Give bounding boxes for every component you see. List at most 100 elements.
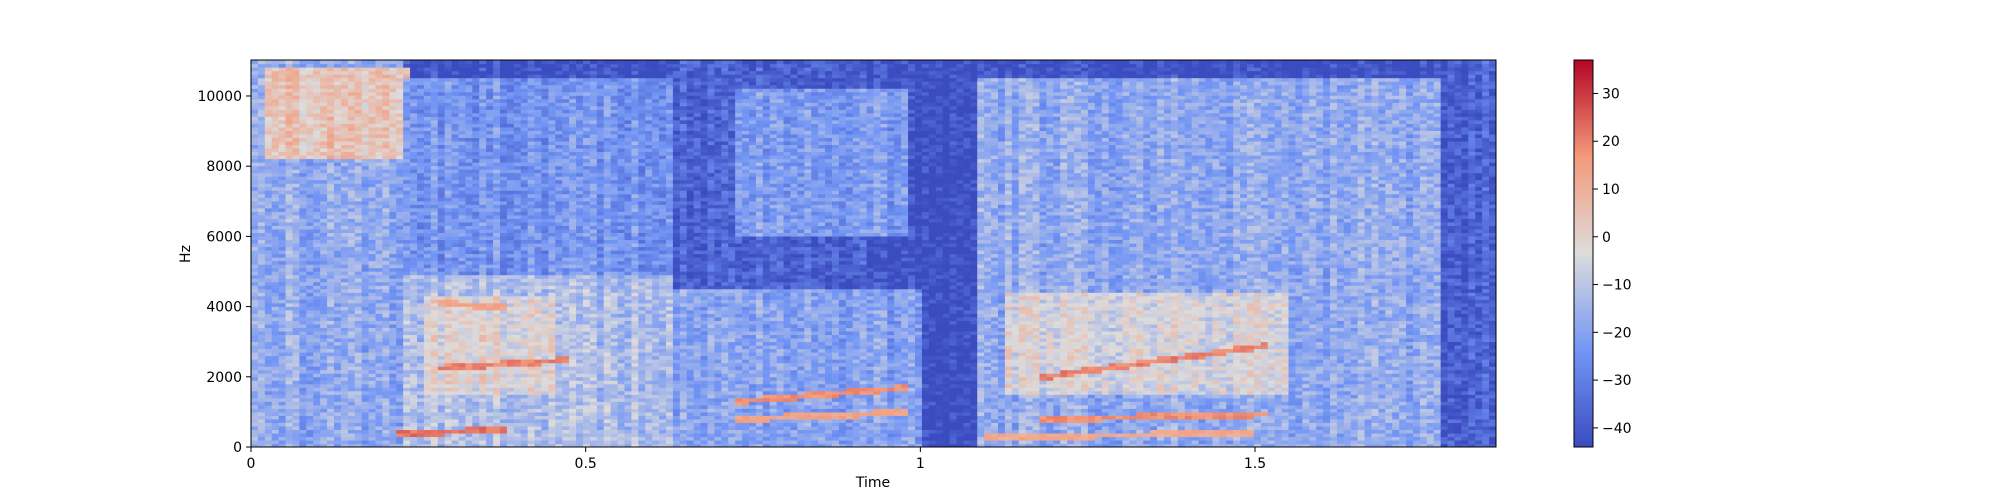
heatmap-cell <box>306 387 314 392</box>
heatmap-cell <box>500 235 508 241</box>
heatmap-cell <box>334 411 342 416</box>
heatmap-cell <box>354 334 363 339</box>
heatmap-cell <box>500 278 508 283</box>
heatmap-cell <box>479 214 487 219</box>
heatmap-cell <box>299 404 307 409</box>
heatmap-cell <box>555 137 563 142</box>
heatmap-cell <box>465 295 473 300</box>
heatmap-cell <box>354 158 363 163</box>
heatmap-cell <box>423 422 432 427</box>
heatmap-cell <box>306 366 314 371</box>
heatmap-cell <box>527 302 536 307</box>
heatmap-cell <box>410 274 418 279</box>
heatmap-cell <box>520 330 529 336</box>
heatmap-cell <box>320 172 328 177</box>
heatmap-cell <box>486 147 494 153</box>
heatmap-cell <box>520 320 529 325</box>
heatmap-cell <box>389 355 397 360</box>
heatmap-cell <box>334 285 342 290</box>
heatmap-cell <box>285 147 294 153</box>
heatmap-cell <box>513 355 522 360</box>
heatmap-cell <box>417 380 425 385</box>
heatmap-cell <box>292 165 301 170</box>
heatmap-cell <box>396 376 404 381</box>
heatmap-cell <box>306 369 314 374</box>
heatmap-cell <box>486 151 494 156</box>
heatmap-cell <box>278 228 287 233</box>
heatmap-cell <box>534 278 543 283</box>
heatmap-cell <box>417 264 425 269</box>
heatmap-cell <box>340 186 349 191</box>
heatmap-cell <box>444 204 453 209</box>
heatmap-cell <box>527 158 536 163</box>
heatmap-cell <box>506 313 515 318</box>
heatmap-cell <box>444 63 453 68</box>
heatmap-cell <box>403 102 411 107</box>
heatmap-cell <box>513 373 522 378</box>
heatmap-cell <box>320 144 328 149</box>
heatmap-cell <box>444 105 453 110</box>
heatmap-cell <box>479 235 487 241</box>
heatmap-cell <box>327 285 335 290</box>
heatmap-cell <box>347 355 356 360</box>
heatmap-cell <box>313 309 321 314</box>
heatmap-cell <box>278 242 287 248</box>
heatmap-cell <box>472 299 480 304</box>
heatmap-cell <box>458 172 467 177</box>
heatmap-cell <box>334 221 342 226</box>
heatmap-cell <box>340 390 349 395</box>
heatmap-cell <box>354 397 363 402</box>
heatmap-cell <box>479 225 487 230</box>
heatmap-cell <box>479 60 487 65</box>
heatmap-cell <box>320 165 328 170</box>
heatmap-cell <box>417 63 425 68</box>
heatmap-cell <box>562 422 570 427</box>
heatmap-cell <box>292 330 301 336</box>
heatmap-cell <box>548 260 556 265</box>
heatmap-cell <box>548 355 556 360</box>
heatmap-cell <box>403 341 411 346</box>
heatmap-cell <box>361 271 370 276</box>
heatmap-cell <box>513 67 522 72</box>
heatmap-cell <box>375 408 384 413</box>
heatmap-cell <box>389 204 397 209</box>
heatmap-cell <box>368 366 377 371</box>
heatmap-cell <box>437 183 446 188</box>
heatmap-cell <box>340 123 349 128</box>
heatmap-cell <box>313 197 321 202</box>
heatmap-cell <box>264 193 273 198</box>
heatmap-cell <box>465 288 473 293</box>
heatmap-cell <box>500 369 508 374</box>
heatmap-cell <box>375 380 384 385</box>
heatmap-cell <box>340 362 349 367</box>
heatmap-cell <box>527 123 536 128</box>
heatmap-cell <box>271 158 280 163</box>
heatmap-cell <box>347 239 356 244</box>
heatmap-cell <box>347 151 356 156</box>
heatmap-cell <box>389 376 397 381</box>
heatmap-cell <box>541 179 550 184</box>
heatmap-cell <box>527 295 536 300</box>
heatmap-cell <box>423 105 432 110</box>
heatmap-cell <box>458 162 467 167</box>
heatmap-cell <box>313 176 321 181</box>
heatmap-cell <box>506 334 515 339</box>
heatmap-cell <box>493 316 501 321</box>
heatmap-cell <box>437 344 446 350</box>
heatmap-cell <box>306 207 314 212</box>
heatmap-cell <box>292 411 301 416</box>
heatmap-cell <box>451 116 460 121</box>
heatmap-cell <box>285 387 294 392</box>
heatmap-cell <box>410 436 418 441</box>
heatmap-cell <box>527 88 536 93</box>
heatmap-cell <box>340 67 349 72</box>
heatmap-cell <box>354 380 363 385</box>
heatmap-cell <box>562 362 570 367</box>
heatmap-cell <box>285 123 294 128</box>
heatmap-cell <box>306 70 314 75</box>
heatmap-cell <box>313 439 321 445</box>
heatmap-cell <box>548 264 556 269</box>
heatmap-cell <box>389 257 397 262</box>
heatmap-cell <box>500 239 508 244</box>
heatmap-cell <box>500 380 508 385</box>
